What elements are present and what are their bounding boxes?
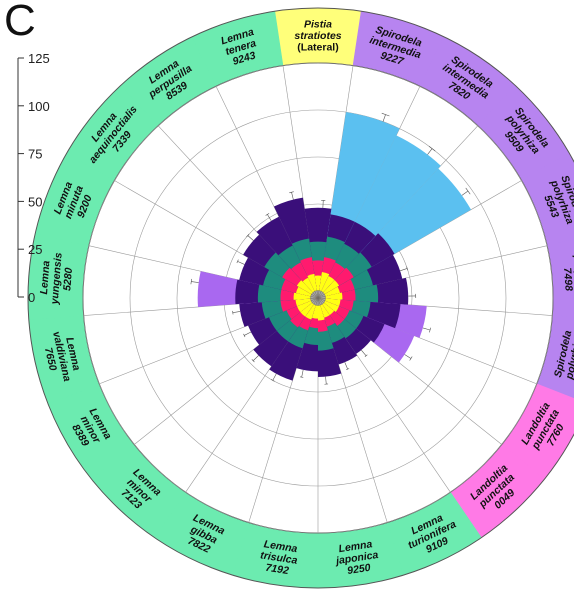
bar-group	[317, 297, 371, 354]
panel-letter: C	[4, 0, 36, 45]
error-bar-cap	[406, 266, 409, 271]
error-bar	[325, 376, 327, 385]
error-bars	[190, 112, 471, 385]
error-bar-cap	[409, 356, 413, 361]
category-label-line: 7192	[265, 562, 290, 577]
bar-group	[317, 297, 342, 377]
scale-tick-label: 50	[28, 194, 42, 209]
error-bar	[237, 261, 245, 265]
error-bar-cap	[251, 359, 255, 363]
bar-group	[243, 234, 319, 299]
category-label: Spirodelapolyrhiza7498	[560, 253, 574, 304]
category-label-line: 5280	[61, 267, 75, 291]
error-bar	[382, 114, 386, 122]
error-bar	[267, 214, 272, 221]
category-label-line: 7498	[561, 267, 574, 291]
category-label-line: Pistia	[304, 19, 332, 31]
bar-group	[239, 257, 319, 299]
category-label-line: trisulca	[259, 549, 298, 566]
bars	[197, 112, 472, 381]
error-bar	[272, 373, 277, 381]
bar-center	[314, 290, 319, 299]
error-bar	[461, 190, 469, 196]
error-bar	[361, 349, 367, 356]
error-bar-cap	[299, 376, 304, 378]
bar-group	[317, 297, 415, 363]
bar-group	[256, 216, 319, 299]
scale-tick-label: 0	[28, 290, 35, 305]
error-bar-cap	[232, 310, 234, 315]
category-label-line: yungensis	[49, 252, 65, 306]
category-ring	[27, 7, 574, 589]
error-bar	[247, 235, 254, 241]
error-bar-cap	[346, 368, 350, 371]
bar-group	[317, 168, 472, 299]
scale-tick-label: 75	[28, 147, 42, 162]
category-label-line: Lemna	[338, 538, 373, 555]
bar-group	[239, 297, 319, 327]
error-bar	[404, 354, 412, 359]
category-label-line: Lemna	[263, 538, 298, 555]
bar-group	[296, 297, 319, 372]
category-label: Lemnatrisulca7192	[258, 538, 300, 578]
category-label-line: (Lateral)	[297, 42, 338, 54]
category-label: Pistia stratiotes (Lateral)	[294, 19, 341, 54]
error-bar-cap	[236, 259, 239, 264]
error-bar-cap	[429, 327, 432, 333]
bar-group	[269, 297, 319, 381]
bar-core	[314, 275, 322, 298]
ring-outer-edge	[27, 7, 574, 589]
error-bar-cap	[190, 278, 192, 285]
category-label: Lemnajaponica9250	[332, 538, 381, 579]
bar-group	[317, 112, 400, 299]
bar-group	[317, 297, 358, 365]
bar-group	[247, 297, 319, 345]
error-bar-cap	[265, 213, 270, 216]
category-label-line: stratiotes	[294, 30, 341, 42]
bar-group	[317, 297, 427, 338]
bar-group	[304, 207, 332, 299]
radial-scale: 0 25 50 75 100 125	[17, 51, 50, 305]
error-bar-cap	[246, 233, 250, 238]
error-bar	[301, 369, 304, 378]
error-bar	[291, 192, 294, 200]
error-bar-cap	[270, 379, 275, 382]
error-bar	[244, 331, 252, 336]
category-label-line: 9250	[346, 562, 371, 577]
error-bar-cap	[289, 191, 294, 194]
error-bar	[427, 148, 433, 155]
error-bar	[344, 362, 348, 370]
error-bar	[252, 355, 259, 361]
bar-group	[197, 271, 319, 307]
category-label-line: 7650	[42, 346, 59, 372]
bar-group	[273, 197, 319, 299]
category-label: Lemnavaldiviana7650	[39, 328, 84, 385]
error-bar	[232, 311, 241, 313]
error-bar	[191, 281, 199, 283]
error-bar-cap	[243, 333, 246, 338]
error-bar-cap	[465, 187, 471, 195]
bar-group	[317, 135, 441, 299]
error-bar	[399, 268, 408, 272]
bar-group	[317, 277, 409, 305]
bar-group	[317, 254, 403, 299]
error-bar	[422, 327, 431, 331]
error-bar-cap	[428, 145, 436, 152]
category-label-line: Lemna	[38, 260, 53, 295]
scale-tick-label: 25	[28, 242, 42, 257]
scale-tick-label: 125	[28, 51, 50, 66]
error-bar-cap	[381, 112, 390, 117]
error-bar-cap	[364, 354, 368, 358]
scale-tick-label: 100	[28, 99, 50, 114]
category-label: Lemnayungensis5280	[37, 251, 76, 307]
category-label-line: polyrhiza	[563, 333, 574, 382]
